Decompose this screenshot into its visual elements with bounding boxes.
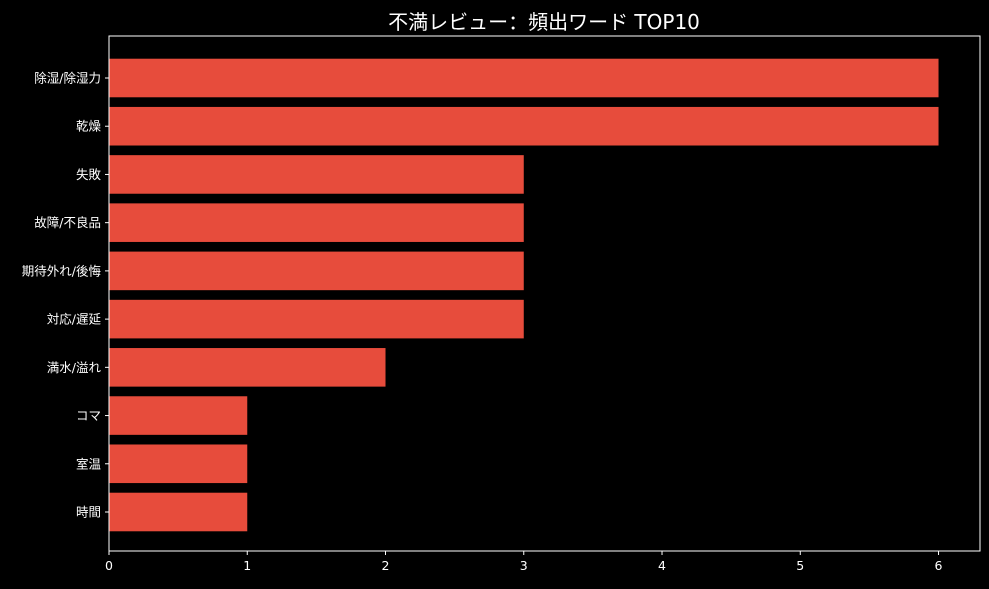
bar-4	[109, 251, 524, 291]
category-label: 除湿/除湿力	[34, 71, 101, 86]
x-tick-label: 1	[243, 558, 251, 573]
bar-8	[109, 444, 248, 484]
category-label: 故障/不良品	[34, 215, 101, 230]
plot-frame	[108, 35, 981, 552]
category-label: 満水/溢れ	[47, 360, 102, 375]
bar-6	[109, 348, 386, 387]
x-axis-ticks: 0 1 2 3 4 5 6	[105, 551, 943, 573]
x-tick-label: 5	[796, 558, 804, 573]
x-tick-label: 3	[520, 558, 528, 573]
bars-group	[109, 58, 939, 532]
bar-5	[109, 299, 524, 339]
bar-7	[109, 396, 248, 435]
x-tick-label: 6	[935, 558, 943, 573]
x-tick-label: 4	[658, 558, 666, 573]
bar-3	[109, 203, 524, 242]
category-label: 対応/遅延	[47, 312, 102, 327]
category-label: 失敗	[76, 167, 102, 182]
category-label: コマ	[76, 408, 101, 423]
category-label: 時間	[76, 505, 101, 520]
chart-title: 不満レビュー：頻出ワード TOP10	[388, 10, 700, 34]
x-tick-label: 2	[382, 558, 390, 573]
category-label: 期待外れ/後悔	[22, 263, 101, 278]
bar-2	[109, 155, 524, 194]
bar-0	[109, 58, 939, 98]
bar-9	[109, 492, 248, 532]
category-label: 室温	[76, 456, 102, 471]
category-label: 乾燥	[76, 119, 102, 134]
x-tick-label: 0	[105, 558, 113, 573]
bar-1	[109, 106, 939, 146]
